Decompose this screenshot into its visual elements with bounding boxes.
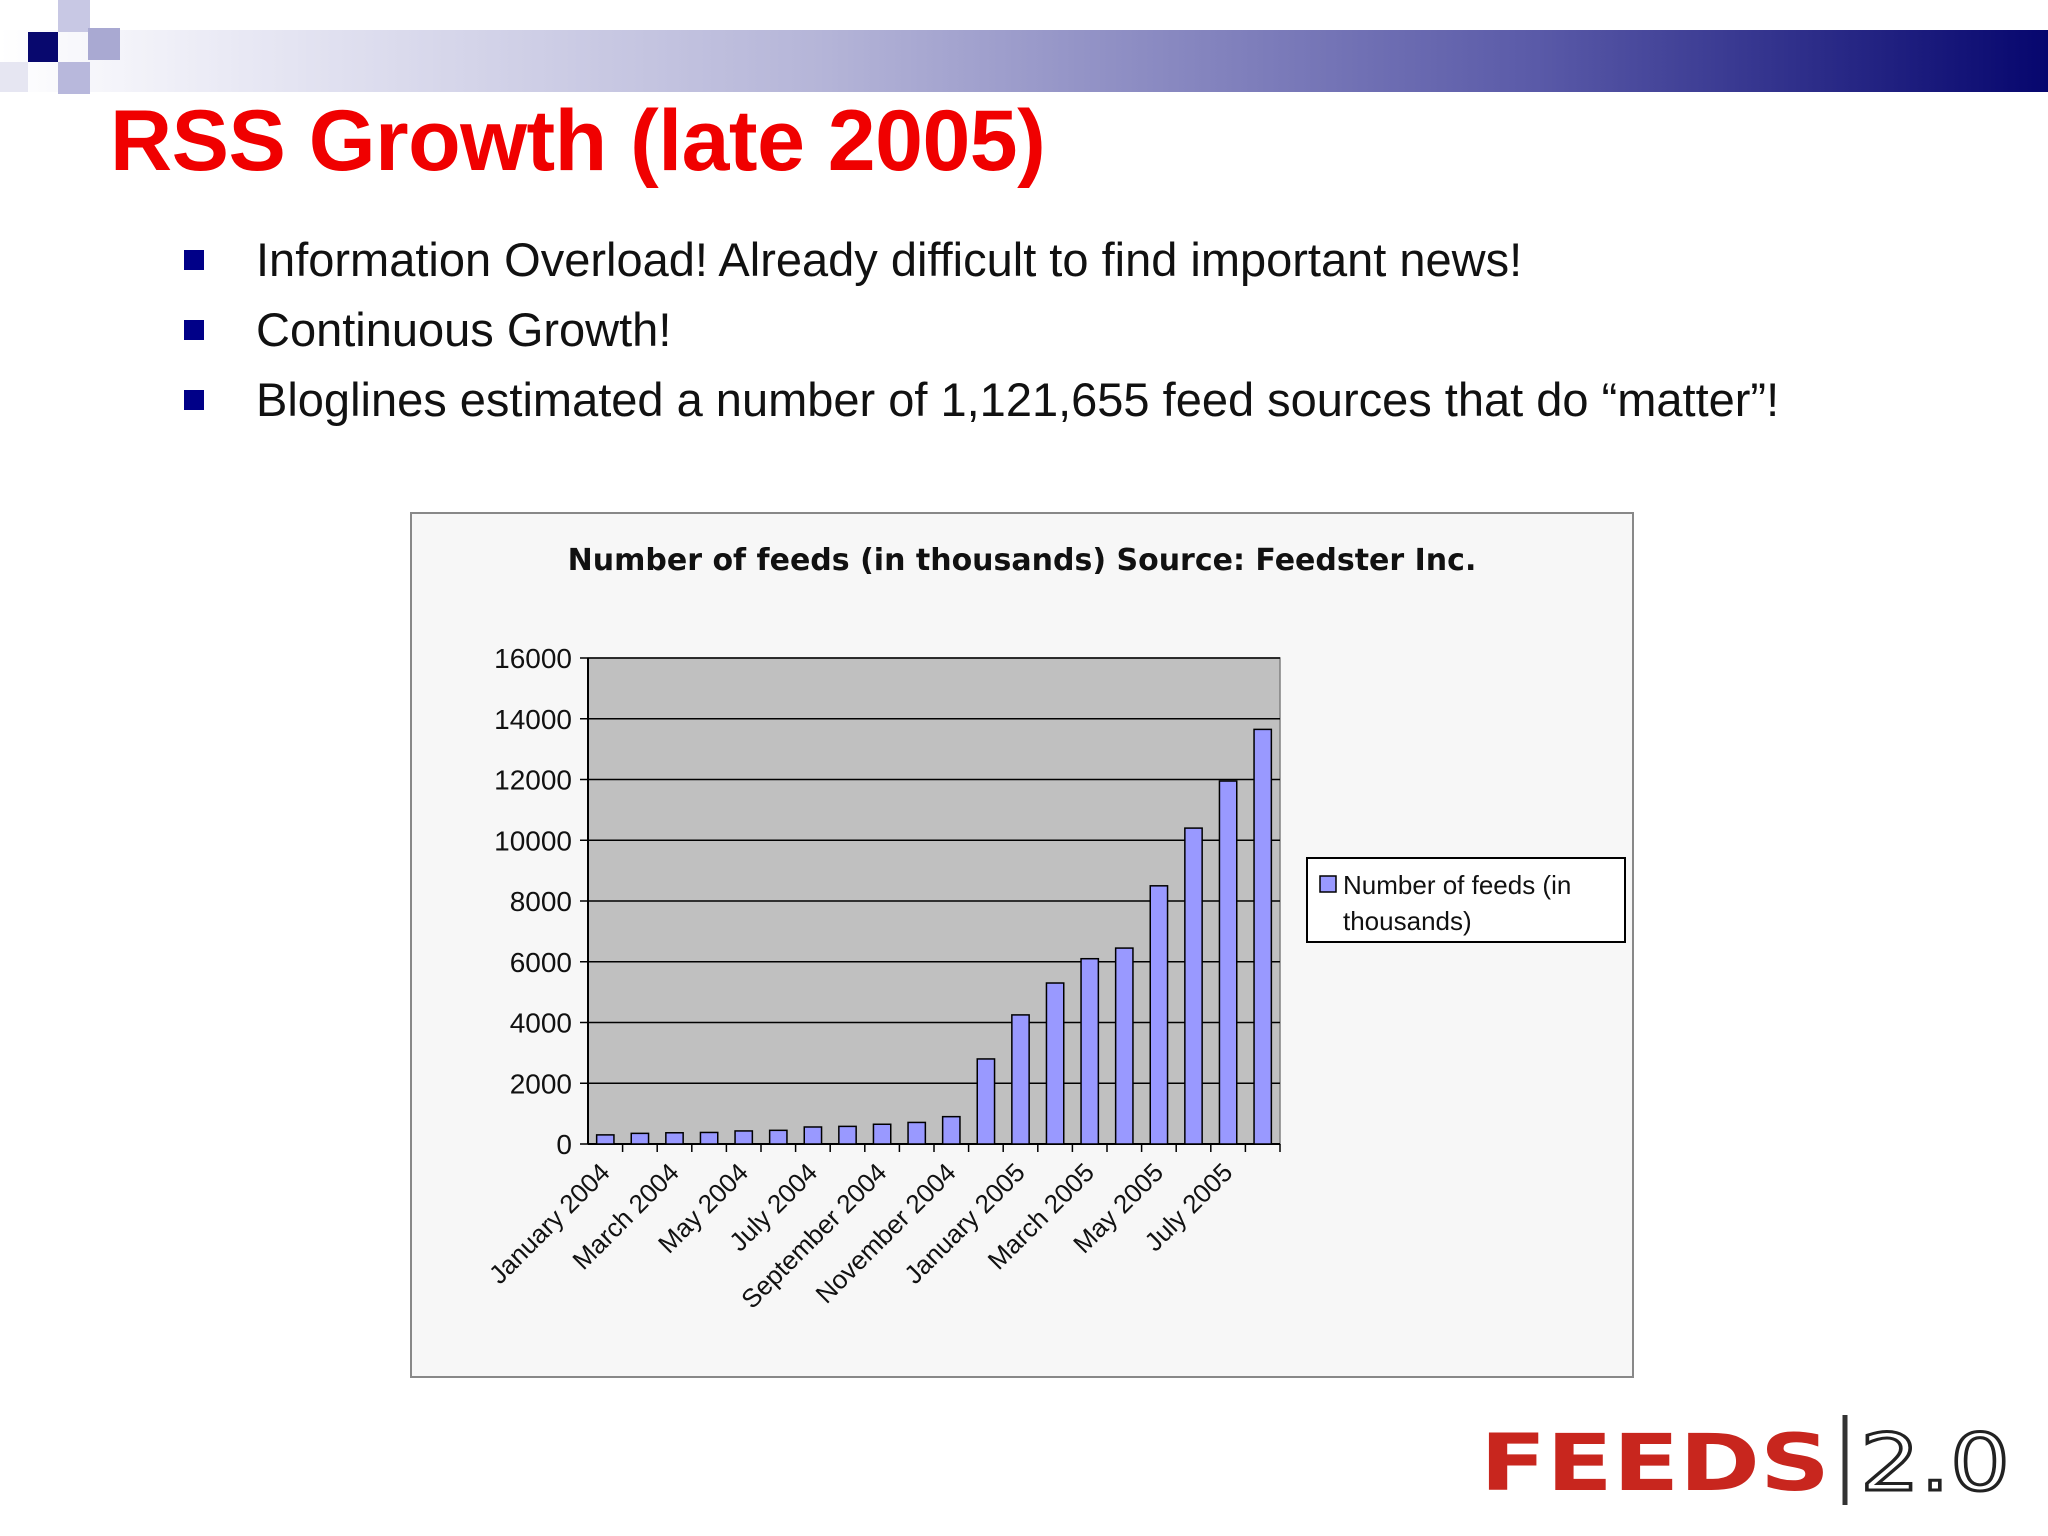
deco-square-light-bottom (58, 62, 90, 94)
header-gradient-band (0, 30, 2048, 92)
bar (803, 1126, 823, 1145)
bullet-text: Information Overload! Already difficult … (256, 233, 1523, 286)
bar (838, 1125, 857, 1145)
chart-frame: Number of feeds (in thousands) Source: F… (410, 512, 1634, 1378)
feeds-bar-chart: Number of feeds (in thousands) Source: F… (483, 543, 1626, 1314)
bullet-square-icon (184, 390, 204, 410)
bar (1080, 957, 1100, 1145)
bar (595, 1134, 615, 1145)
bar (1149, 885, 1169, 1145)
bar (1045, 982, 1065, 1145)
bar (734, 1130, 754, 1145)
bar (1218, 780, 1238, 1145)
page-title: RSS Growth (late 2005) (110, 93, 1046, 189)
deco-square-faint (0, 62, 28, 92)
bar (941, 1115, 961, 1145)
bar (630, 1132, 650, 1145)
bar (1011, 1014, 1030, 1145)
bullet-item: Information Overload! Already difficult … (180, 232, 1779, 302)
deco-square-light-top (58, 0, 90, 32)
logo-text-right: 2.0 (1860, 1419, 2010, 1509)
y-tick-label: 6000 (510, 947, 572, 978)
logo-text-left: FEEDS (1480, 1419, 1830, 1509)
bar (1184, 827, 1203, 1145)
legend-swatch (1319, 875, 1337, 893)
bullet-text: Bloglines estimated a number of 1,121,65… (256, 373, 1780, 426)
y-tick-label: 16000 (494, 643, 572, 674)
legend-label: Number of feeds (in thousands) (1343, 870, 1571, 936)
x-tick-label: January 2005 (898, 1157, 1031, 1290)
bullet-list: Information Overload! Already difficult … (180, 232, 1779, 442)
bar (1114, 947, 1134, 1145)
bar (768, 1129, 788, 1145)
y-tick-label: 12000 (494, 765, 572, 796)
legend-box (1306, 857, 1626, 943)
bar (665, 1132, 684, 1145)
feeds-2-0-logo: FEEDS 2.0 (1480, 1415, 2012, 1510)
chart-title: Number of feeds (in thousands) Source: F… (568, 543, 1477, 578)
y-tick-label: 14000 (494, 704, 572, 735)
bullet-item: Bloglines estimated a number of 1,121,65… (180, 372, 1779, 442)
bullet-text: Continuous Growth! (256, 303, 672, 356)
bar (907, 1121, 927, 1145)
y-tick-label: 10000 (494, 825, 572, 856)
y-tick-label: 8000 (510, 886, 572, 917)
bar (976, 1058, 996, 1145)
bar (699, 1131, 719, 1145)
y-tick-label: 0 (556, 1129, 572, 1160)
bullet-item: Continuous Growth! (180, 302, 1779, 372)
deco-square-dark (28, 32, 58, 62)
bar (1253, 728, 1273, 1145)
bullet-square-icon (184, 250, 204, 270)
deco-square-mid (88, 28, 120, 60)
bar (872, 1123, 892, 1145)
x-tick-label: January 2004 (483, 1157, 616, 1290)
y-tick-label: 4000 (510, 1008, 572, 1039)
y-tick-label: 2000 (510, 1068, 572, 1099)
bullet-square-icon (184, 320, 204, 340)
